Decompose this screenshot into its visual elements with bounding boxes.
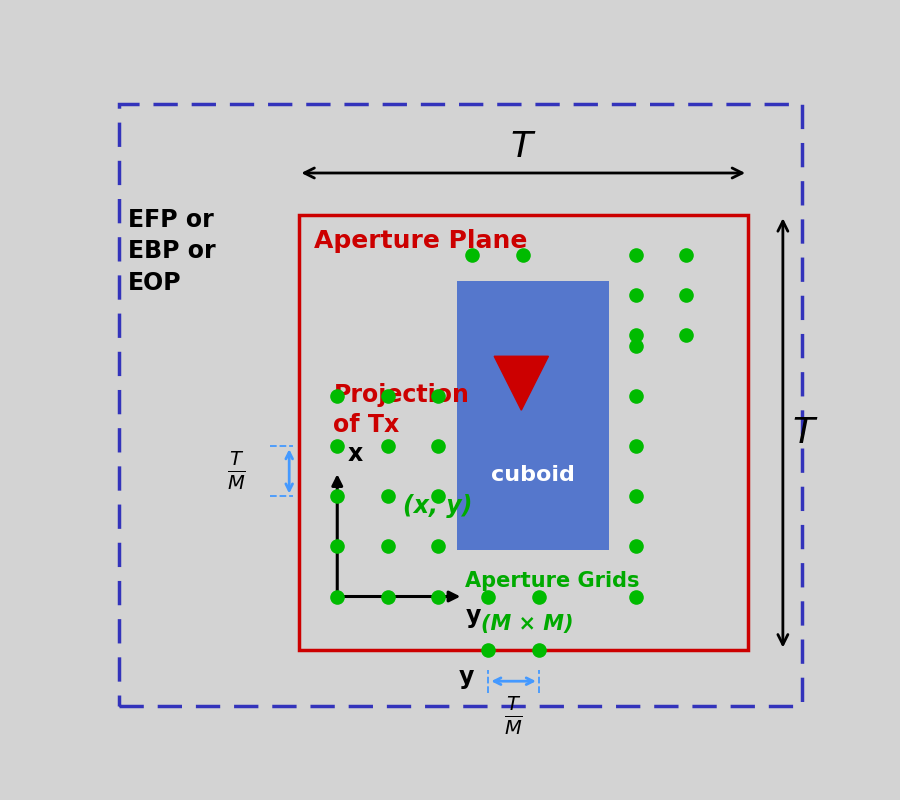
Text: cuboid: cuboid	[491, 465, 575, 485]
Point	[431, 390, 446, 402]
Point	[431, 490, 446, 503]
Text: (x, y): (x, y)	[402, 494, 472, 518]
Point	[465, 249, 480, 262]
Point	[679, 289, 693, 302]
Polygon shape	[494, 356, 548, 410]
Text: Aperture Grids: Aperture Grids	[465, 571, 640, 591]
Point	[532, 590, 546, 603]
Point	[628, 329, 643, 342]
Point	[330, 390, 345, 402]
Point	[431, 540, 446, 553]
Text: x: x	[348, 442, 364, 466]
Point	[628, 340, 643, 353]
Point	[628, 590, 643, 603]
Text: $T$: $T$	[510, 130, 536, 164]
Text: $\frac{T}{M}$: $\frac{T}{M}$	[504, 695, 523, 737]
Point	[628, 390, 643, 402]
Point	[330, 590, 345, 603]
Bar	[299, 215, 748, 650]
Point	[381, 440, 395, 453]
Point	[679, 249, 693, 262]
Text: (M × M): (M × M)	[481, 614, 573, 634]
Text: Projection
of Tx: Projection of Tx	[333, 383, 469, 437]
Point	[482, 590, 496, 603]
Point	[381, 490, 395, 503]
Point	[330, 490, 345, 503]
Point	[628, 540, 643, 553]
Point	[381, 590, 395, 603]
Point	[628, 440, 643, 453]
Text: y: y	[459, 666, 474, 690]
Point	[482, 644, 496, 657]
Text: Aperture Plane: Aperture Plane	[314, 230, 527, 254]
Point	[532, 644, 546, 657]
Point	[431, 440, 446, 453]
Point	[330, 440, 345, 453]
Point	[516, 249, 530, 262]
Point	[431, 590, 446, 603]
Bar	[457, 281, 608, 550]
Point	[381, 540, 395, 553]
Point	[628, 249, 643, 262]
Point	[628, 289, 643, 302]
Point	[679, 329, 693, 342]
Point	[330, 540, 345, 553]
Point	[628, 490, 643, 503]
Text: $T$: $T$	[792, 416, 819, 450]
Text: EFP or
EBP or
EOP: EFP or EBP or EOP	[128, 208, 216, 295]
Text: y: y	[465, 604, 482, 628]
Text: $\frac{T}{M}$: $\frac{T}{M}$	[227, 450, 246, 493]
Point	[381, 390, 395, 402]
